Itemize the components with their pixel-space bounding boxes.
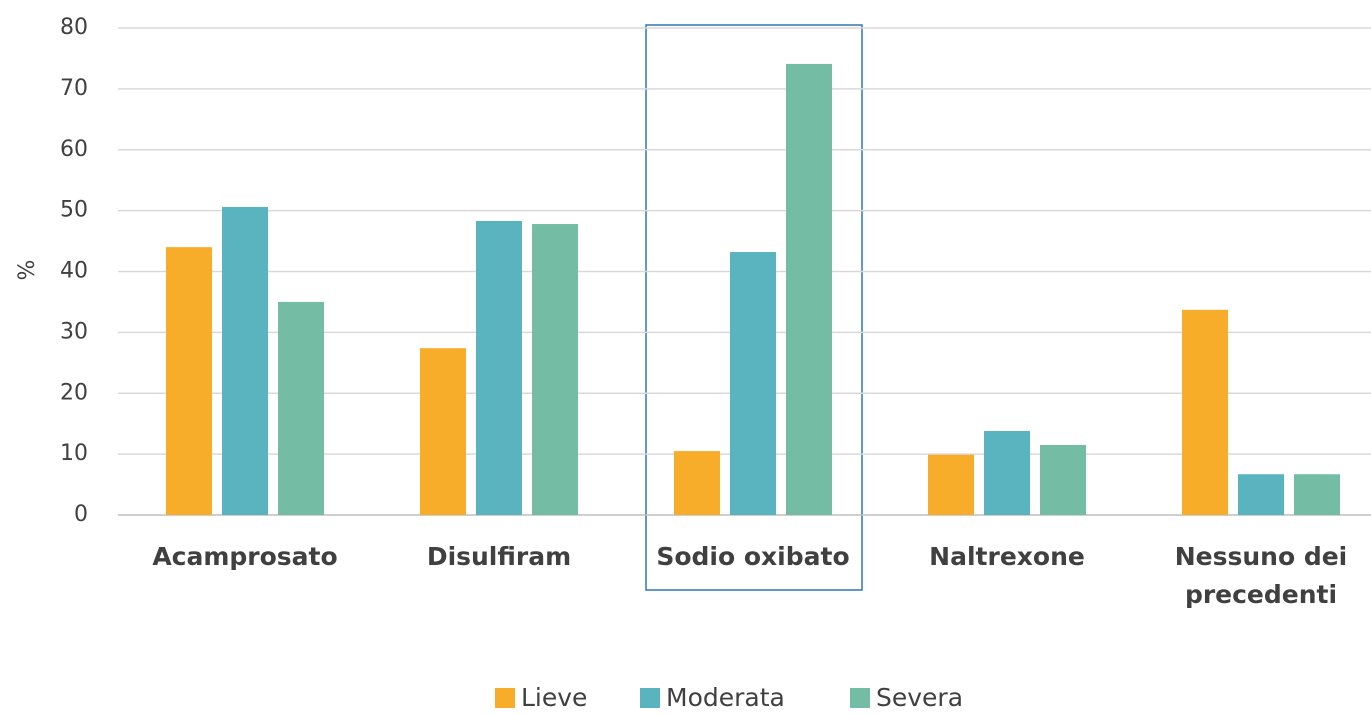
bar [420,348,466,515]
bar [1040,444,1086,515]
legend-swatch [640,688,660,708]
legend-swatch [495,688,515,708]
x-tick-label: Naltrexone [929,542,1085,571]
bar [1182,309,1228,515]
y-tick-label: 20 [60,380,88,405]
bar [984,430,1030,515]
bar [928,454,974,515]
bar [786,63,832,515]
x-tick-label: Nessuno dei precedenti [1174,542,1348,609]
bar [532,224,578,515]
legend-label: Lieve [521,683,587,712]
y-tick-label: 50 [60,198,88,223]
y-tick-label: 60 [60,137,88,162]
y-axis-label: % [15,260,40,281]
legend-label: Severa [876,683,963,712]
bar [166,247,212,515]
bar [222,206,268,515]
legend-swatch [850,688,870,708]
y-tick-label: 10 [60,441,88,466]
x-tick-label: Sodio oxibato [656,542,850,571]
bar [1238,474,1284,515]
bar [674,451,720,515]
x-tick-label: Disulfiram [426,542,572,571]
y-tick-label: 0 [74,502,88,527]
legend-label: Moderata [666,683,785,712]
y-tick-label: 30 [60,319,88,344]
y-tick-label: 40 [60,259,88,284]
bar [278,301,324,515]
y-tick-label: 80 [60,15,88,40]
bar [730,252,776,515]
bar [1294,474,1340,515]
y-tick-label: 70 [60,76,88,101]
bar [476,220,522,515]
x-tick-label: Acamprosato [152,542,338,571]
highlight-box [645,24,863,591]
